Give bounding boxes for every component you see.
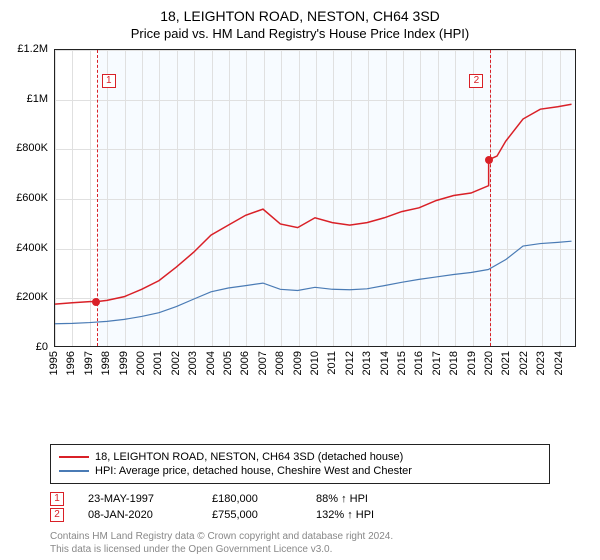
plot-area	[54, 49, 576, 347]
sale-marker-dot	[92, 298, 100, 306]
series-property	[55, 104, 572, 304]
sale-row: 1 23-MAY-1997 £180,000 88% ↑ HPI	[50, 492, 550, 506]
x-axis-label: 2002	[170, 351, 182, 375]
sale-marker-dot	[485, 156, 493, 164]
y-axis-label: £1M	[12, 93, 48, 105]
sale-row: 2 08-JAN-2020 £755,000 132% ↑ HPI	[50, 508, 550, 522]
x-axis-label: 2011	[326, 351, 338, 375]
x-axis-label: 2004	[205, 351, 217, 375]
x-axis-label: 1995	[48, 351, 60, 375]
x-axis-label: 2024	[553, 351, 565, 375]
x-axis-label: 2000	[135, 351, 147, 375]
sale-date: 08-JAN-2020	[88, 509, 188, 521]
x-axis-label: 2020	[483, 351, 495, 375]
x-axis-label: 2001	[152, 351, 164, 375]
x-axis-label: 2019	[466, 351, 478, 375]
x-axis-label: 2015	[396, 351, 408, 375]
sale-pct: 132% ↑ HPI	[316, 509, 374, 521]
x-axis-label: 2003	[187, 351, 199, 375]
x-axis-label: 1998	[100, 351, 112, 375]
x-axis-label: 2017	[431, 351, 443, 375]
footer-text: Contains HM Land Registry data © Crown c…	[50, 530, 550, 556]
legend: 18, LEIGHTON ROAD, NESTON, CH64 3SD (det…	[50, 444, 550, 484]
legend-swatch	[59, 456, 89, 458]
x-axis-label: 2005	[222, 351, 234, 375]
x-axis-label: 2014	[379, 351, 391, 375]
sale-date: 23-MAY-1997	[88, 493, 188, 505]
chart-subtitle: Price paid vs. HM Land Registry's House …	[12, 26, 588, 41]
legend-swatch	[59, 470, 89, 472]
chart-area: £0£200K£400K£600K£800K£1M£1.2M1995199619…	[12, 49, 588, 440]
chart-lines	[55, 50, 575, 346]
sale-marker-box: 2	[469, 74, 483, 88]
y-axis-label: £400K	[12, 242, 48, 254]
sales-list: 1 23-MAY-1997 £180,000 88% ↑ HPI 2 08-JAN-202…	[12, 490, 588, 524]
sale-row-marker: 2	[50, 508, 64, 522]
y-axis-label: £600K	[12, 192, 48, 204]
sale-marker-box: 1	[102, 74, 116, 88]
sale-pct: 88% ↑ HPI	[316, 493, 368, 505]
footer-line-2: This data is licensed under the Open Gov…	[50, 543, 550, 556]
legend-label: 18, LEIGHTON ROAD, NESTON, CH64 3SD (det…	[95, 451, 403, 463]
sale-price: £180,000	[212, 493, 292, 505]
y-axis-label: £800K	[12, 142, 48, 154]
legend-item: HPI: Average price, detached house, Ches…	[59, 465, 541, 477]
chart-title: 18, LEIGHTON ROAD, NESTON, CH64 3SD	[12, 8, 588, 24]
x-axis-label: 2012	[344, 351, 356, 375]
x-axis-label: 2018	[448, 351, 460, 375]
legend-label: HPI: Average price, detached house, Ches…	[95, 465, 412, 477]
sale-price: £755,000	[212, 509, 292, 521]
x-axis-label: 2021	[500, 351, 512, 375]
x-axis-label: 1999	[118, 351, 130, 375]
y-axis-label: £0	[12, 341, 48, 353]
x-axis-label: 2008	[274, 351, 286, 375]
series-hpi	[55, 241, 572, 324]
x-axis-label: 2013	[361, 351, 373, 375]
x-axis-label: 1996	[65, 351, 77, 375]
x-axis-label: 2016	[413, 351, 425, 375]
x-axis-label: 2010	[309, 351, 321, 375]
legend-item: 18, LEIGHTON ROAD, NESTON, CH64 3SD (det…	[59, 451, 541, 463]
chart-container: 18, LEIGHTON ROAD, NESTON, CH64 3SD Pric…	[0, 0, 600, 560]
y-axis-label: £1.2M	[12, 43, 48, 55]
x-axis-label: 2022	[518, 351, 530, 375]
x-axis-label: 2006	[239, 351, 251, 375]
x-axis-label: 2007	[257, 351, 269, 375]
footer-line-1: Contains HM Land Registry data © Crown c…	[50, 530, 550, 543]
x-axis-label: 2009	[292, 351, 304, 375]
sale-row-marker: 1	[50, 492, 64, 506]
x-axis-label: 2023	[535, 351, 547, 375]
x-axis-label: 1997	[83, 351, 95, 375]
y-axis-label: £200K	[12, 291, 48, 303]
